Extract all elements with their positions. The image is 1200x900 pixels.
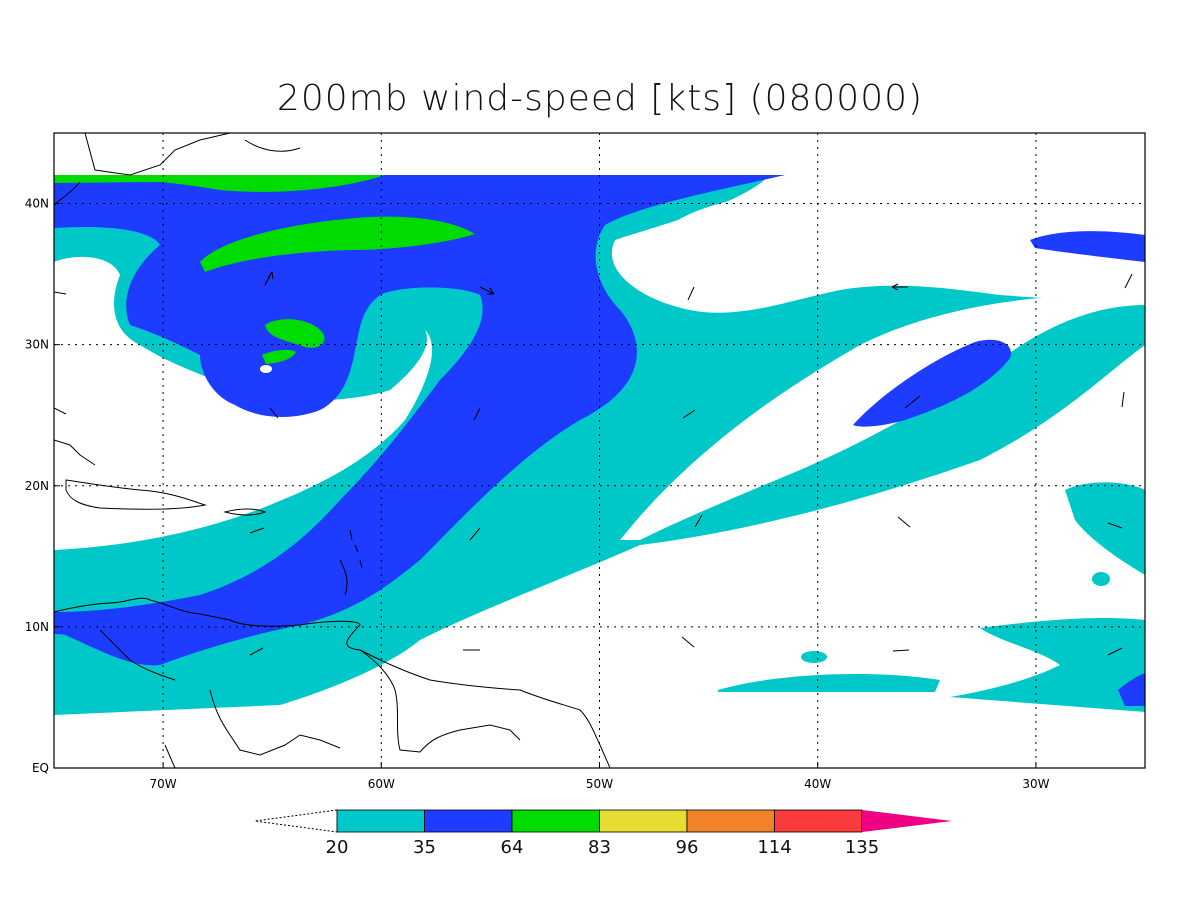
y-tick-label: EQ: [32, 761, 49, 775]
legend-swatch: [599, 809, 688, 833]
y-tick-label: 30N: [25, 338, 49, 352]
wind-field: [54, 133, 1145, 768]
y-tick-label: 10N: [25, 620, 49, 634]
y-tick-label: 20N: [25, 479, 49, 493]
latitude-labels: EQ 10N 20N 30N 40N: [25, 197, 60, 775]
wind-vectors: [54, 271, 1133, 656]
x-tick-label: 70W: [150, 777, 177, 791]
legend-swatch: [686, 809, 775, 833]
legend-level-label: 135: [845, 837, 879, 858]
legend-swatch: [424, 809, 513, 833]
speed-band-35-64: [54, 175, 1145, 706]
speed-band-64-83: [54, 175, 475, 364]
legend-upper-extension: [862, 810, 952, 832]
legend-level-label: 114: [757, 837, 791, 858]
legend-level-label: 83: [588, 837, 611, 858]
storm-eye: [260, 365, 272, 373]
x-tick-label: 30W: [1022, 777, 1049, 791]
legend-swatch: [774, 809, 863, 833]
longitude-labels: 70W 60W 50W 40W 30W: [150, 762, 1050, 791]
y-tick-label: 40N: [25, 197, 49, 211]
legend-level-label: 35: [413, 837, 436, 858]
legend-lower-extension: [254, 809, 338, 833]
x-tick-label: 40W: [804, 777, 831, 791]
x-tick-label: 50W: [586, 777, 613, 791]
legend-level-label: 96: [676, 837, 699, 858]
legend-swatch: [336, 809, 425, 833]
legend-level-label: 20: [326, 837, 349, 858]
x-tick-label: 60W: [368, 777, 395, 791]
map-title: 200mb wind-speed [kts] (080000): [276, 78, 924, 119]
legend-swatch: [511, 809, 600, 833]
graticule: [54, 133, 1145, 768]
color-legend: 20 35 64 83 96 114 135: [254, 809, 952, 858]
legend-level-label: 64: [501, 837, 524, 858]
